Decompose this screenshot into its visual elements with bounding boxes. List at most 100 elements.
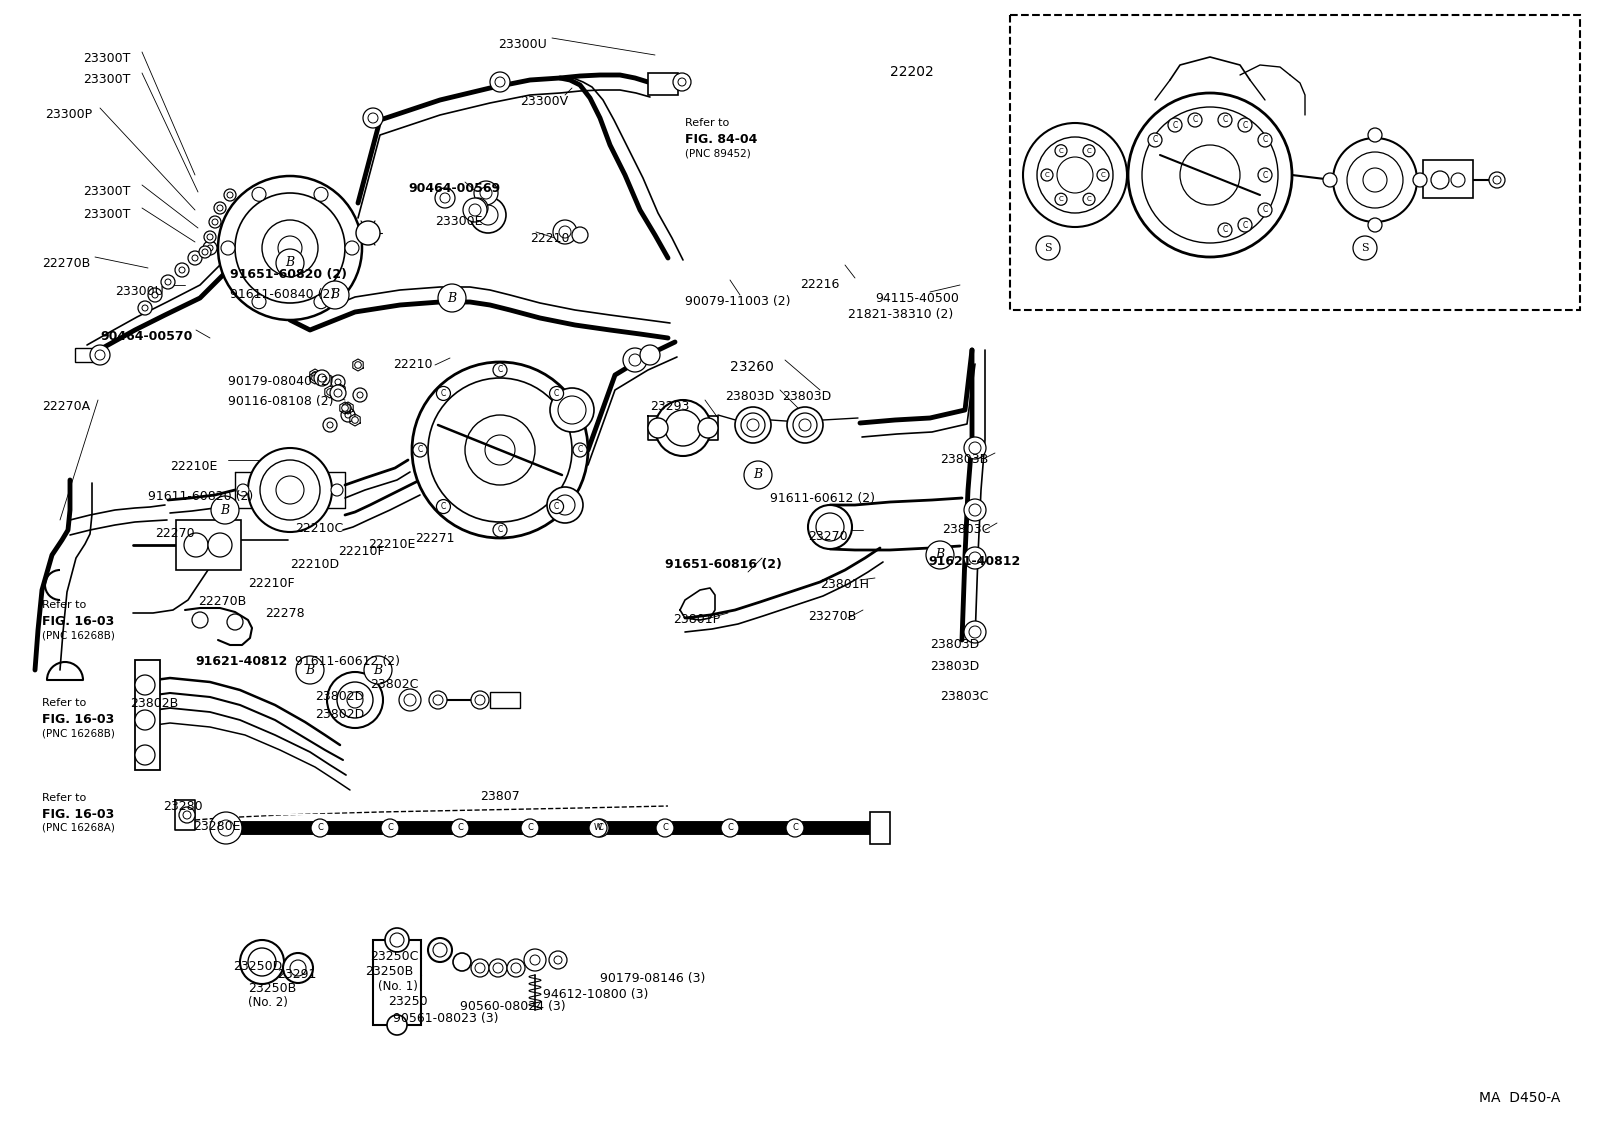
Circle shape bbox=[622, 348, 646, 371]
Circle shape bbox=[1368, 218, 1382, 232]
Circle shape bbox=[640, 345, 661, 365]
Circle shape bbox=[413, 362, 589, 538]
Text: 23803D: 23803D bbox=[782, 390, 832, 403]
Circle shape bbox=[182, 811, 190, 819]
Circle shape bbox=[1413, 173, 1427, 187]
Text: S: S bbox=[1045, 243, 1051, 253]
Text: FIG. 16-03: FIG. 16-03 bbox=[42, 615, 114, 628]
Circle shape bbox=[654, 400, 710, 456]
Circle shape bbox=[318, 374, 326, 382]
Circle shape bbox=[278, 236, 302, 260]
Circle shape bbox=[1258, 133, 1272, 147]
Circle shape bbox=[522, 819, 539, 837]
Text: 22210E: 22210E bbox=[170, 460, 218, 473]
Text: W: W bbox=[594, 824, 602, 833]
Text: C: C bbox=[597, 824, 603, 833]
Circle shape bbox=[1323, 173, 1338, 187]
Circle shape bbox=[357, 392, 363, 398]
Circle shape bbox=[1451, 173, 1466, 187]
Circle shape bbox=[474, 181, 498, 204]
Circle shape bbox=[314, 370, 330, 386]
Text: 22210D: 22210D bbox=[290, 558, 339, 571]
Text: C: C bbox=[442, 502, 446, 511]
Text: C: C bbox=[662, 824, 667, 833]
Bar bbox=[648, 73, 678, 95]
Circle shape bbox=[722, 819, 739, 837]
Circle shape bbox=[336, 386, 344, 393]
Circle shape bbox=[205, 231, 216, 243]
Circle shape bbox=[480, 187, 493, 199]
Circle shape bbox=[310, 819, 330, 837]
Circle shape bbox=[237, 484, 250, 496]
Text: 23300V: 23300V bbox=[520, 95, 568, 108]
Text: C: C bbox=[1152, 135, 1158, 144]
Text: 90561-08023 (3): 90561-08023 (3) bbox=[394, 1012, 499, 1025]
Text: 23801P: 23801P bbox=[674, 613, 720, 626]
Circle shape bbox=[354, 389, 366, 402]
Text: B: B bbox=[331, 289, 339, 301]
Circle shape bbox=[1430, 172, 1450, 189]
Text: C: C bbox=[1192, 116, 1198, 125]
Text: 22210: 22210 bbox=[530, 232, 570, 245]
Circle shape bbox=[347, 692, 363, 708]
Circle shape bbox=[314, 294, 328, 309]
Bar bbox=[134, 660, 160, 770]
Text: 23293: 23293 bbox=[650, 400, 690, 414]
Circle shape bbox=[342, 404, 349, 411]
Text: C: C bbox=[1059, 148, 1064, 153]
Text: 23803C: 23803C bbox=[942, 523, 990, 536]
Text: 91611-60612 (2): 91611-60612 (2) bbox=[294, 655, 400, 668]
Text: (PNC 16268B): (PNC 16268B) bbox=[42, 728, 115, 738]
Text: 23270B: 23270B bbox=[808, 610, 856, 623]
Circle shape bbox=[470, 691, 490, 709]
Text: 23802B: 23802B bbox=[130, 698, 178, 710]
Text: 23280: 23280 bbox=[163, 800, 203, 813]
Text: C: C bbox=[1222, 226, 1227, 234]
Bar bbox=[490, 692, 520, 708]
Text: 22202: 22202 bbox=[890, 65, 934, 80]
Text: 91621-40812: 91621-40812 bbox=[928, 556, 1021, 568]
Circle shape bbox=[475, 695, 485, 705]
Text: C: C bbox=[554, 502, 558, 511]
Text: 23300T: 23300T bbox=[83, 73, 130, 86]
Circle shape bbox=[179, 807, 195, 822]
Circle shape bbox=[326, 389, 333, 395]
Text: 23250C: 23250C bbox=[370, 950, 418, 963]
Text: B: B bbox=[221, 503, 229, 517]
Text: C: C bbox=[442, 389, 446, 398]
Bar bbox=[176, 520, 242, 570]
Circle shape bbox=[218, 204, 222, 211]
Circle shape bbox=[346, 241, 358, 254]
Circle shape bbox=[1493, 176, 1501, 184]
Text: 91611-60840 (2): 91611-60840 (2) bbox=[230, 289, 336, 301]
Circle shape bbox=[179, 267, 186, 273]
Text: C: C bbox=[1086, 148, 1091, 153]
Text: Refer to: Refer to bbox=[42, 793, 86, 803]
Circle shape bbox=[198, 247, 211, 258]
Circle shape bbox=[573, 443, 587, 457]
Text: 23801H: 23801H bbox=[819, 578, 869, 591]
Text: 90179-08040 (2): 90179-08040 (2) bbox=[229, 375, 334, 389]
Text: 90464-00569: 90464-00569 bbox=[408, 182, 501, 195]
Text: C: C bbox=[526, 824, 533, 833]
Circle shape bbox=[365, 655, 392, 684]
Circle shape bbox=[794, 414, 818, 437]
Circle shape bbox=[387, 1014, 406, 1035]
Text: (PNC 16268B): (PNC 16268B) bbox=[42, 630, 115, 640]
Circle shape bbox=[165, 279, 171, 285]
Text: 23803C: 23803C bbox=[941, 690, 989, 703]
Circle shape bbox=[147, 289, 162, 302]
Circle shape bbox=[331, 375, 346, 389]
Bar bbox=[1422, 160, 1474, 198]
Text: 22270A: 22270A bbox=[42, 400, 90, 414]
Circle shape bbox=[248, 949, 277, 976]
Text: C: C bbox=[1059, 197, 1064, 202]
Circle shape bbox=[558, 226, 571, 239]
Circle shape bbox=[314, 187, 328, 201]
Circle shape bbox=[326, 673, 382, 728]
Circle shape bbox=[451, 819, 469, 837]
Circle shape bbox=[221, 241, 235, 254]
Circle shape bbox=[90, 345, 110, 365]
Circle shape bbox=[1187, 112, 1202, 127]
Text: 23802D: 23802D bbox=[315, 708, 365, 721]
